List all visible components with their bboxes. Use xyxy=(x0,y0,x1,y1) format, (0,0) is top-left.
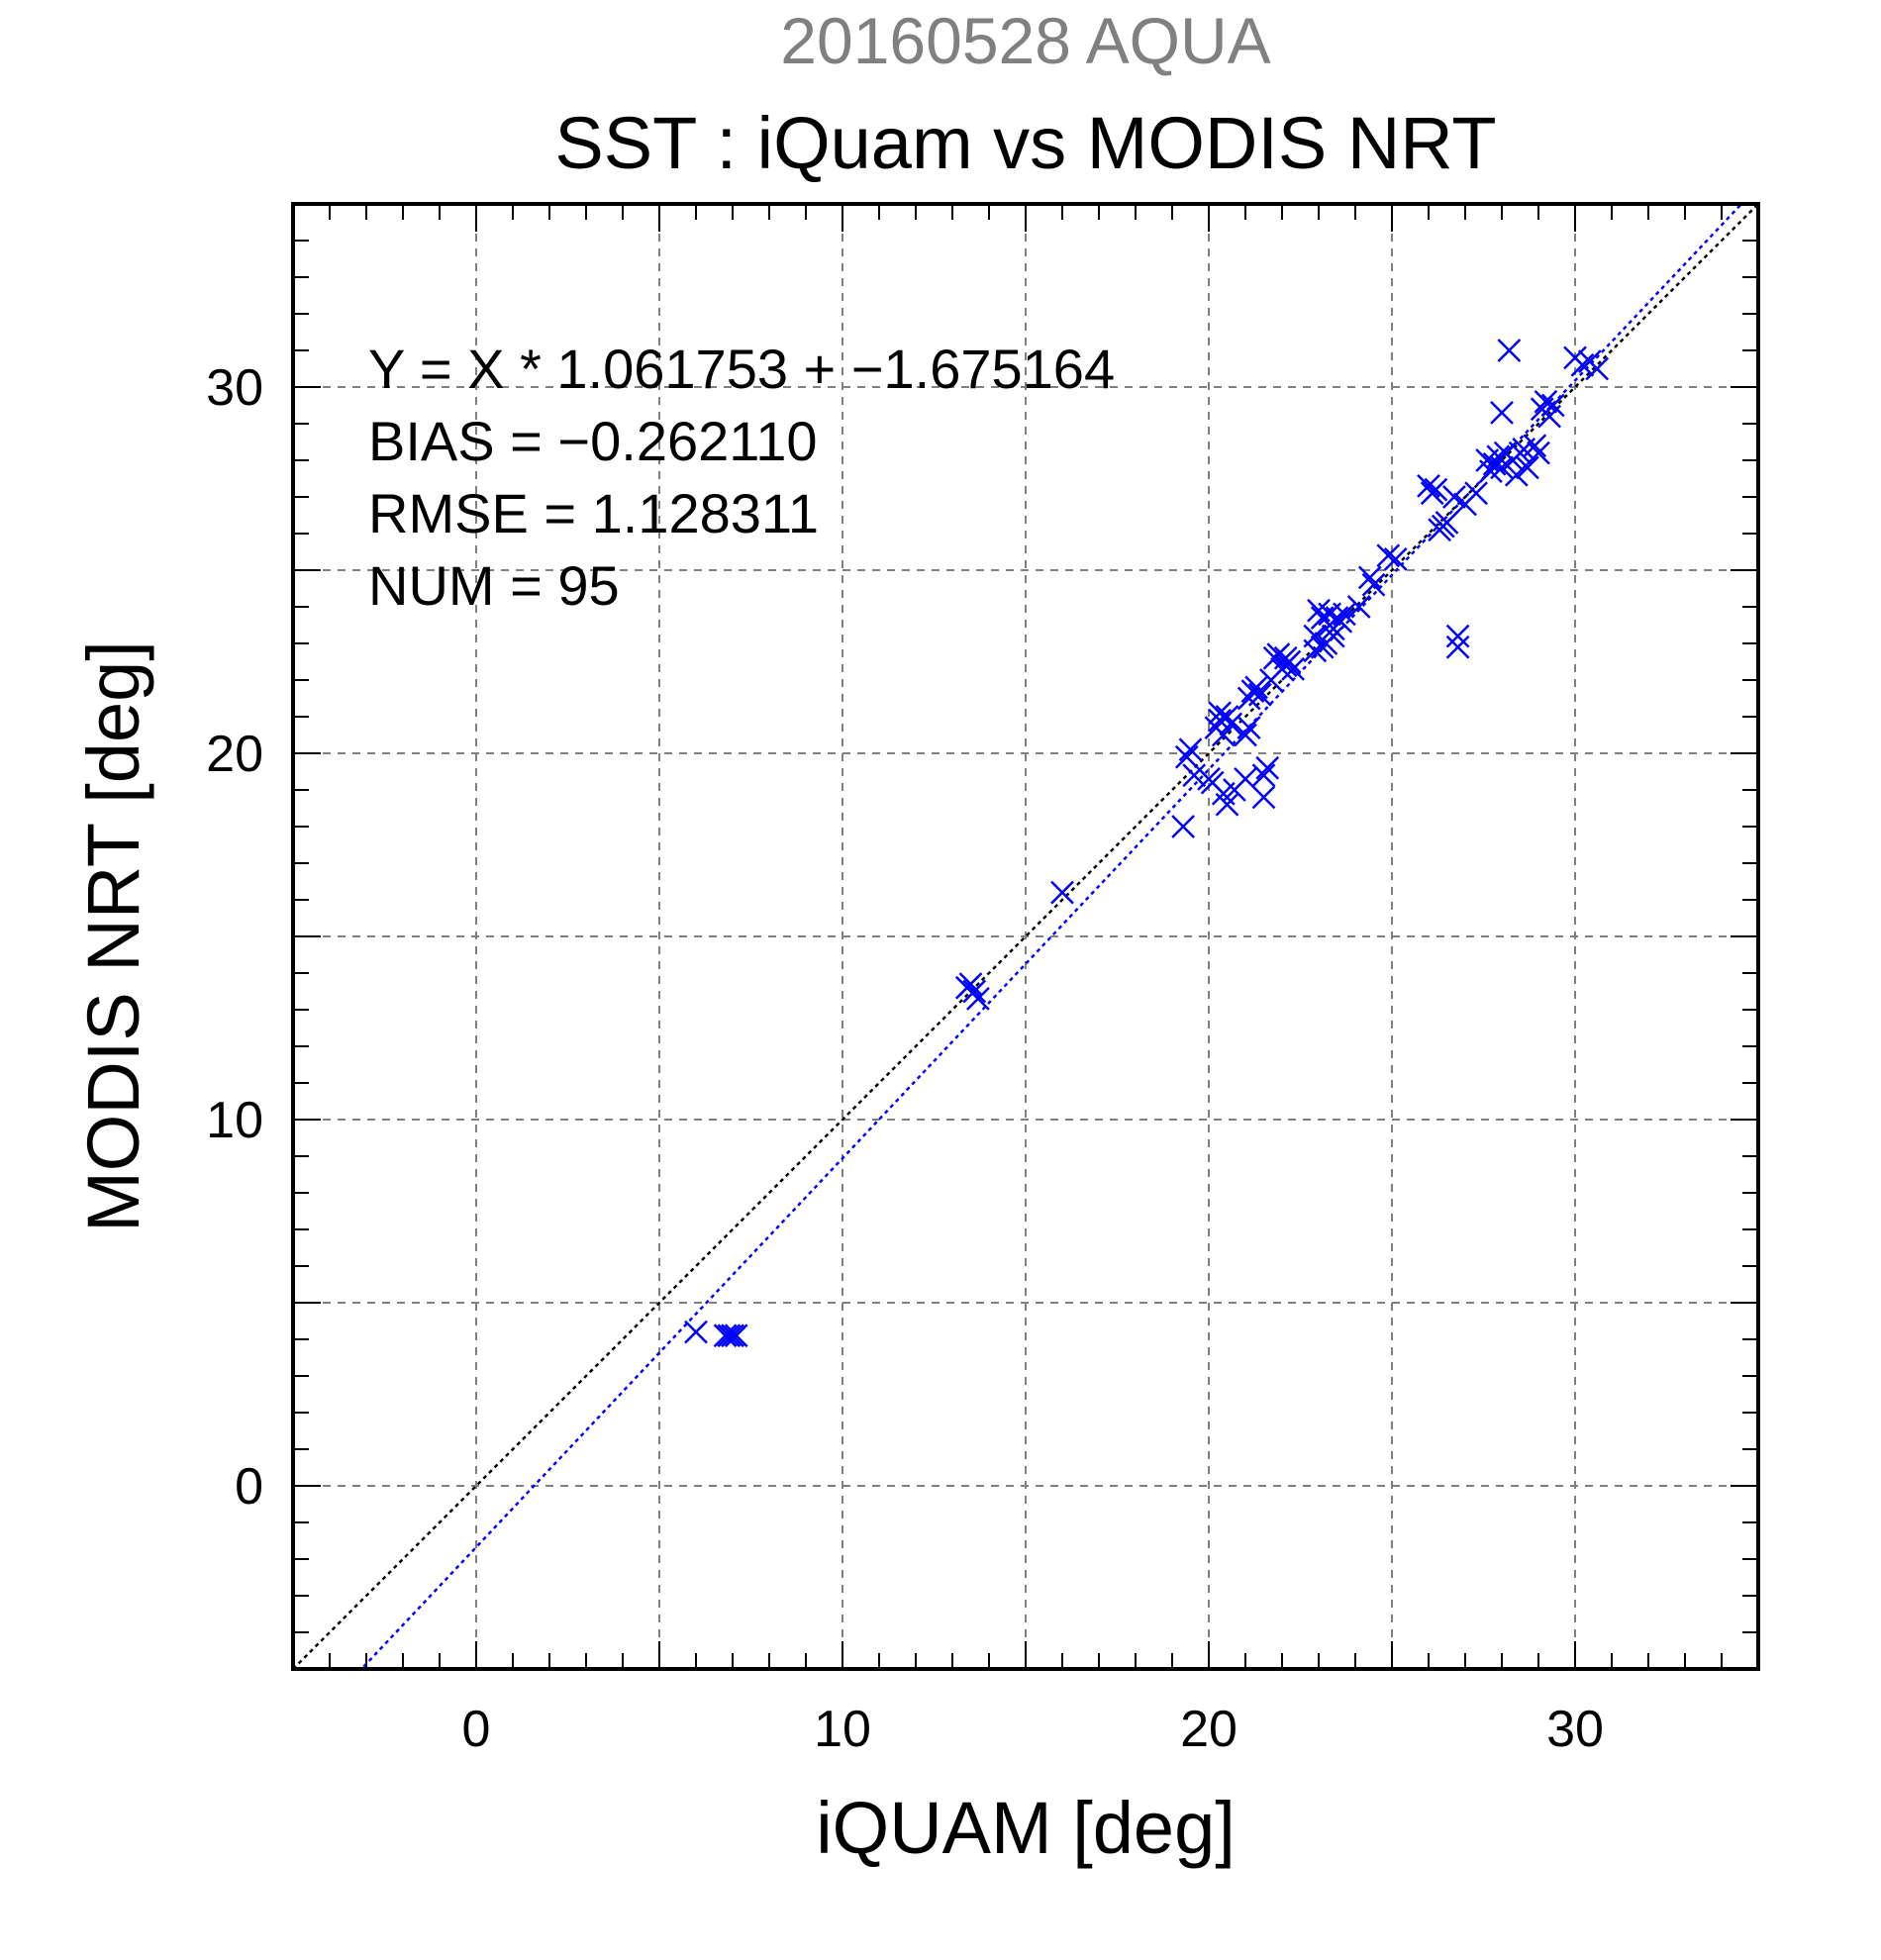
data-point xyxy=(1540,393,1565,418)
data-point xyxy=(1234,723,1257,747)
data-point xyxy=(1182,763,1207,788)
stats-line: BIAS = −0.262110 xyxy=(368,410,818,472)
data-point xyxy=(1178,737,1203,762)
data-point xyxy=(1570,352,1595,377)
data-point xyxy=(1534,389,1558,414)
stats-line: RMSE = 1.128311 xyxy=(368,482,819,544)
data-point xyxy=(717,1323,742,1348)
data-point xyxy=(1445,624,1470,648)
data-point xyxy=(1442,485,1466,509)
x-axis-label: iQUAM [deg] xyxy=(816,1787,1236,1869)
x-tick-label: 10 xyxy=(814,1701,871,1758)
data-point xyxy=(1255,755,1280,780)
data-point xyxy=(1435,511,1459,535)
data-point xyxy=(1215,792,1239,817)
data-point xyxy=(958,972,983,996)
data-point xyxy=(1383,547,1408,571)
data-point xyxy=(1251,785,1276,810)
data-point xyxy=(1361,572,1386,597)
data-points xyxy=(684,339,1610,1348)
data-point xyxy=(721,1323,744,1348)
data-point xyxy=(1247,682,1272,707)
data-point xyxy=(1329,609,1353,634)
stats-line: NUM = 95 xyxy=(368,554,620,617)
data-point xyxy=(1376,543,1401,568)
grid-lines xyxy=(293,204,1758,1669)
data-point xyxy=(1251,763,1276,788)
data-point xyxy=(1417,474,1440,498)
data-point xyxy=(1303,624,1328,648)
data-point xyxy=(1424,477,1448,502)
data-point xyxy=(1516,455,1539,480)
data-point xyxy=(1333,602,1356,627)
data-point xyxy=(1357,565,1382,590)
data-point xyxy=(966,987,990,1011)
chart-subtitle: SST : iQuam vs MODIS NRT xyxy=(554,102,1496,184)
data-point xyxy=(1504,462,1529,487)
data-point xyxy=(1497,339,1522,362)
data-point xyxy=(724,1323,748,1348)
data-point xyxy=(1490,401,1514,425)
data-point xyxy=(1171,815,1195,838)
x-tick-label: 0 xyxy=(462,1701,491,1758)
data-point xyxy=(1219,712,1243,736)
data-point xyxy=(962,979,987,1004)
chart-title: 20160528 AQUA xyxy=(780,4,1270,77)
y-tick-label: 10 xyxy=(206,1092,263,1149)
data-point xyxy=(1050,880,1074,905)
data-point xyxy=(1215,705,1239,729)
data-point xyxy=(684,1320,708,1344)
data-point xyxy=(1234,767,1257,791)
data-point xyxy=(1174,744,1199,769)
x-tick-label: 30 xyxy=(1546,1701,1604,1758)
data-point xyxy=(1527,441,1550,465)
data-point xyxy=(1445,635,1470,659)
data-point xyxy=(1523,434,1547,458)
data-point xyxy=(1281,657,1305,681)
data-point xyxy=(713,1323,738,1348)
data-point xyxy=(1321,624,1345,648)
tick-labels: 0 0 10 10 20 20 30 30 xyxy=(206,359,1604,1758)
data-point xyxy=(1479,459,1503,483)
y-tick-label: 0 xyxy=(235,1458,263,1516)
plot-frame xyxy=(291,202,1760,1671)
data-point xyxy=(1585,356,1610,381)
data-point xyxy=(1346,595,1371,619)
axis-ticks xyxy=(293,204,1758,1669)
stats-box: Y = X * 1.061753 + −1.675164 BIAS = −0.26… xyxy=(368,338,1115,617)
y-tick-label: 30 xyxy=(206,359,263,417)
stats-line: Y = X * 1.061753 + −1.675164 xyxy=(368,338,1115,400)
y-tick-label: 20 xyxy=(206,726,263,783)
y-axis-label: MODIS NRT [deg] xyxy=(72,640,154,1232)
data-point xyxy=(1244,675,1268,700)
data-point xyxy=(1464,481,1488,506)
x-tick-label: 20 xyxy=(1180,1701,1238,1758)
data-point xyxy=(1211,723,1236,747)
data-point xyxy=(1237,716,1261,739)
data-point xyxy=(1277,649,1302,674)
